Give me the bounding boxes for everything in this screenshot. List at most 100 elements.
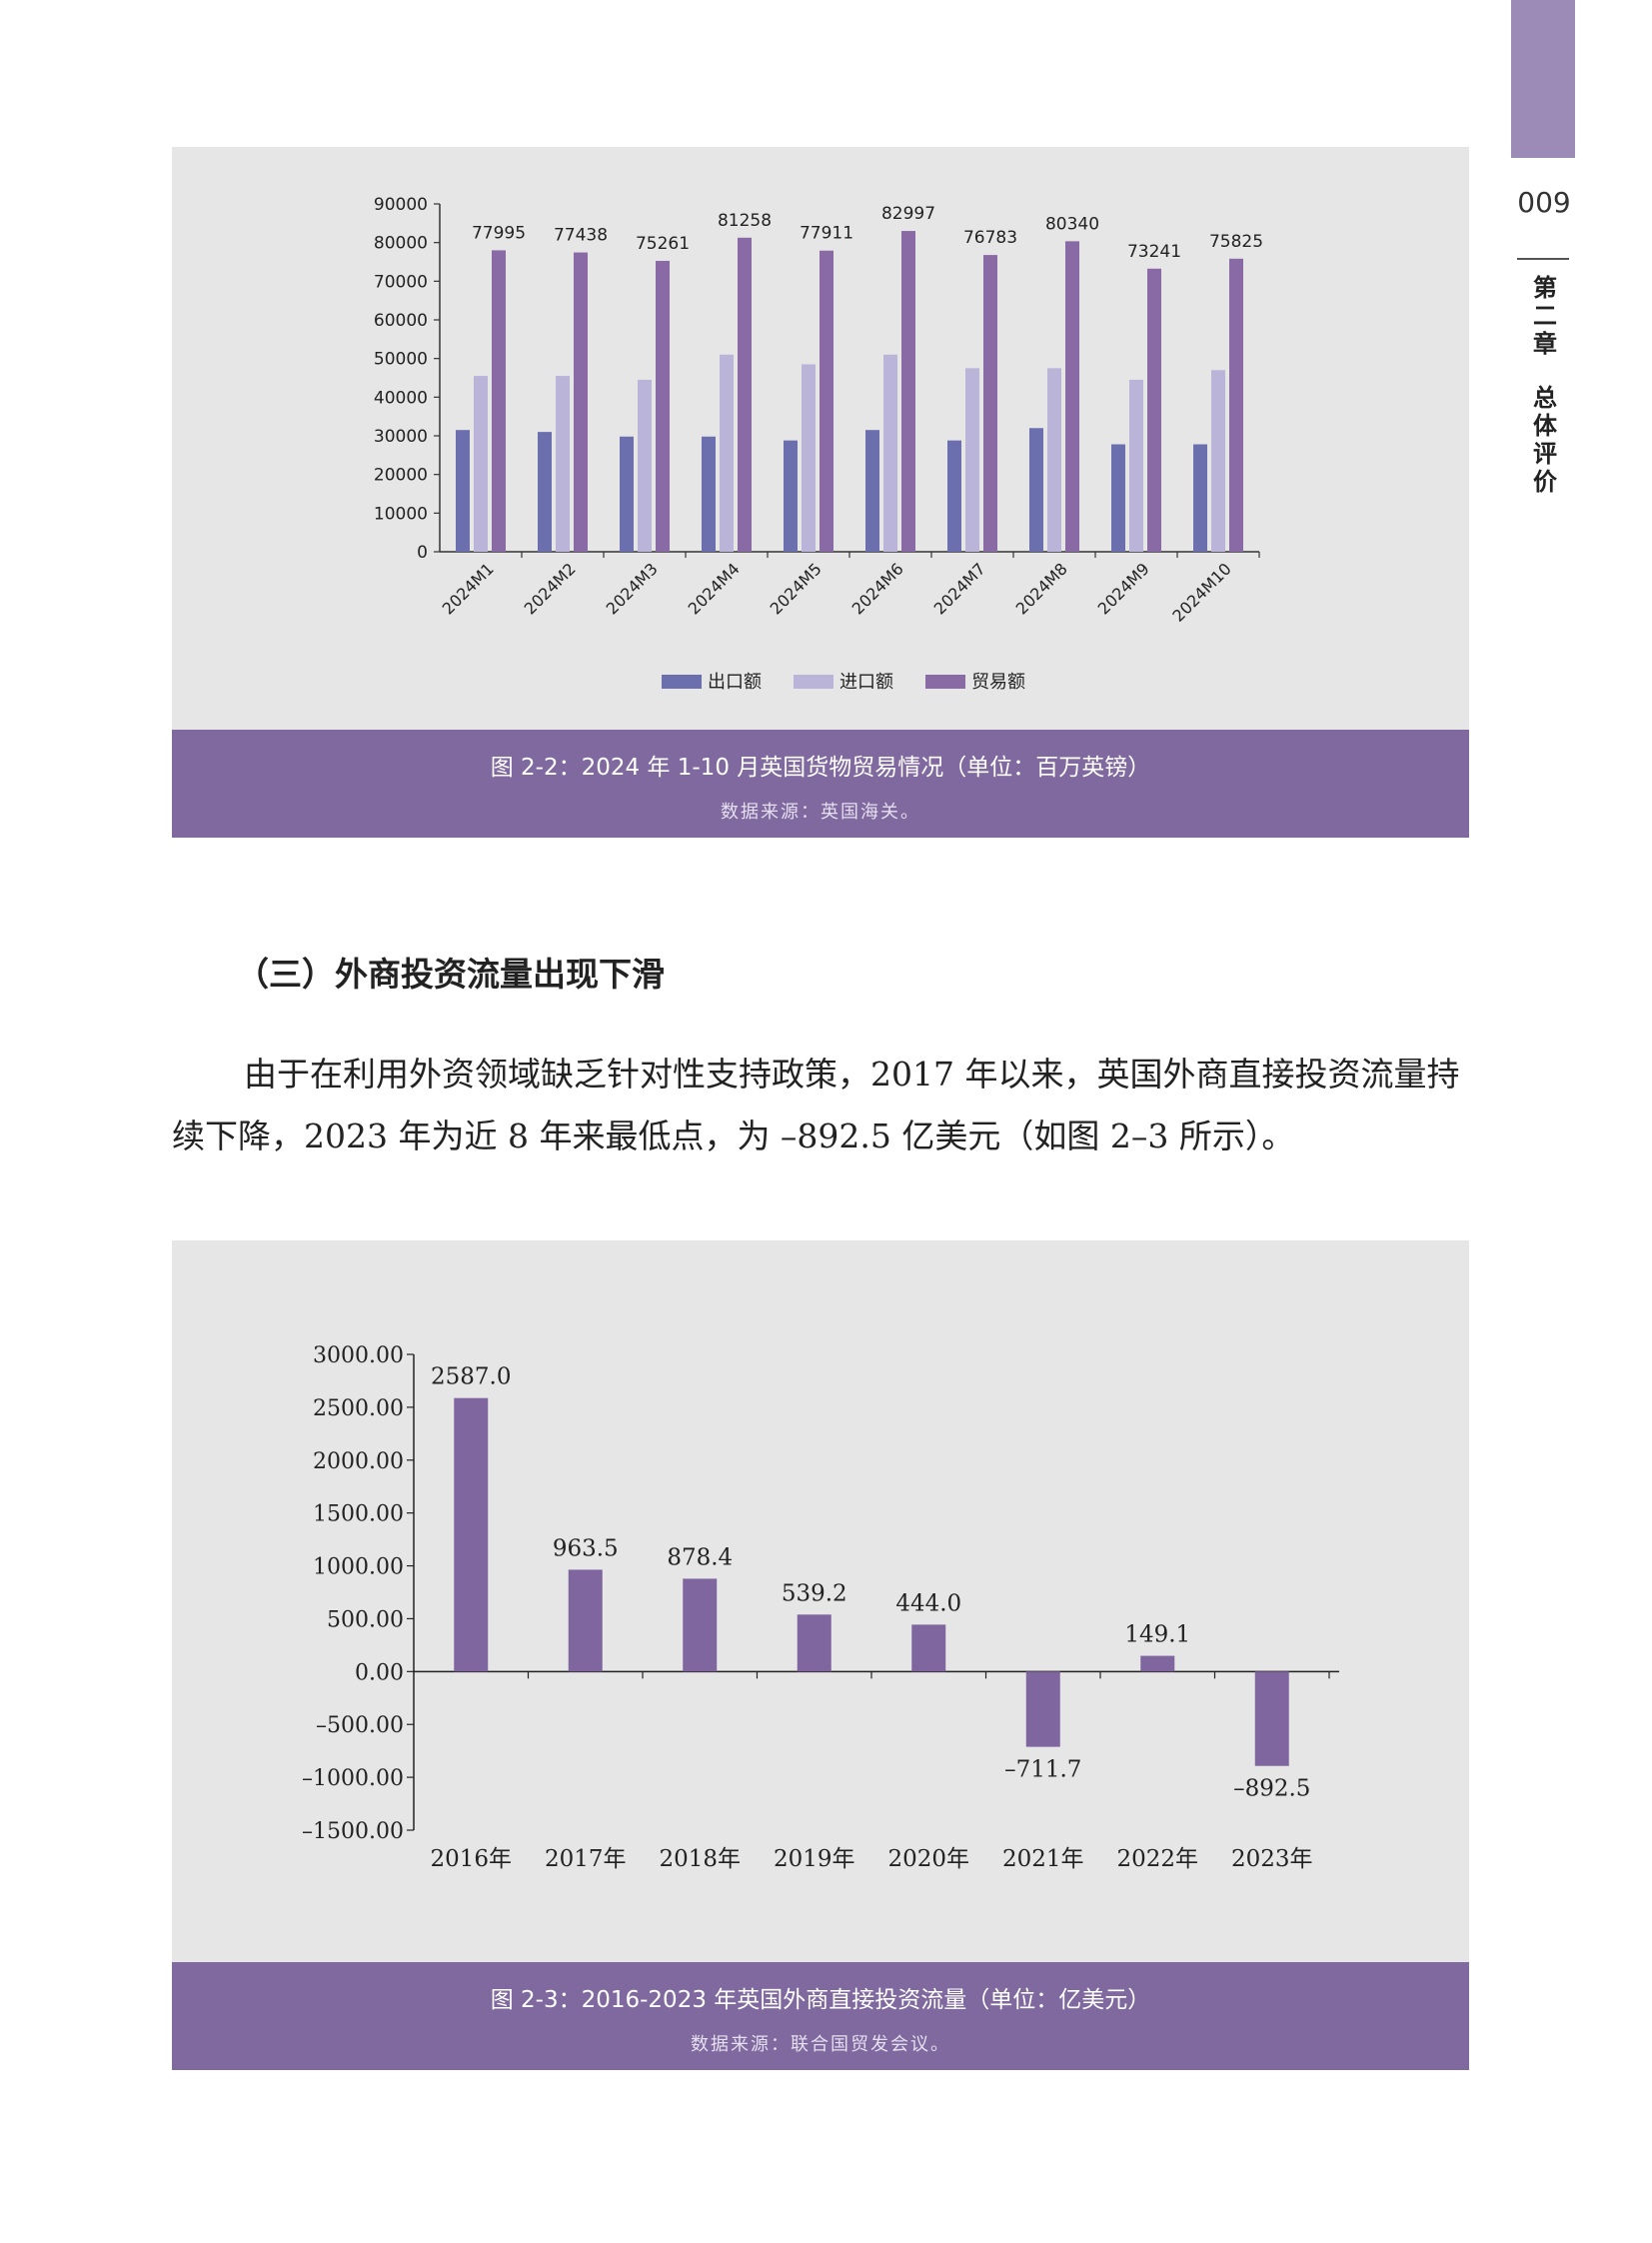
bar-出口额 (620, 436, 634, 552)
section-char: 评 (1533, 440, 1557, 468)
legend-label: 出口额 (708, 672, 762, 693)
x-tick-label: 2024M7 (930, 559, 989, 618)
bar-出口额 (538, 432, 552, 552)
data-label: 75261 (636, 234, 690, 254)
legend-swatch (662, 675, 702, 689)
x-tick-label: 2019年 (774, 1846, 855, 1872)
chapter-char: 章 (1533, 330, 1557, 358)
body-paragraph: 由于在利用外资领域缺乏针对性支持政策，2017 年以来，英国外商直接投资流量持续… (172, 1044, 1471, 1167)
data-label: 81258 (718, 211, 772, 231)
data-label: –711.7 (1004, 1757, 1081, 1783)
bar (911, 1624, 946, 1672)
y-tick-label: 90000 (374, 195, 428, 215)
y-tick-label: 3000.00 (313, 1343, 404, 1368)
figure-2-2-panel: 90000 80000 70000 60000 50000 40000 30000 20000… (172, 147, 1469, 730)
bar-进口额 (883, 354, 897, 552)
data-label: 80340 (1045, 214, 1099, 234)
figure-caption: 图 2-3：2016-2023 年英国外商直接投资流量（单位：亿美元） (490, 1987, 1151, 2013)
bar (454, 1397, 489, 1672)
x-tick-label: 2016年 (430, 1846, 512, 1872)
data-label: 444.0 (895, 1590, 961, 1616)
bar-贸易额 (574, 252, 588, 552)
section-char: 体 (1533, 412, 1557, 440)
figure-2-2-caption-bar: 图 2-2：2024 年 1-10 月英国货物贸易情况（单位：百万英镑） 数据来… (172, 730, 1469, 838)
y-tick-label: 0.00 (355, 1660, 404, 1685)
bar-出口额 (702, 436, 716, 552)
data-label: 82997 (881, 204, 935, 224)
legend-swatch (794, 675, 833, 689)
figure-source: 数据来源：英国海关。 (721, 802, 920, 823)
fdi-bar-chart: 3000.00 2500.00 2000.00 1500.00 1000.00 500.0… (302, 1343, 1339, 1872)
y-tick-label: 500.00 (327, 1607, 404, 1632)
bar-出口额 (1029, 428, 1043, 552)
bar (797, 1614, 831, 1672)
figure-source: 数据来源：联合国贸发会议。 (691, 2034, 950, 2055)
bar-进口额 (1047, 368, 1061, 552)
x-tick-label: 2024M1 (439, 559, 498, 618)
bar-贸易额 (656, 260, 670, 552)
bar-出口额 (865, 430, 879, 552)
x-tick-label: 2024M8 (1012, 559, 1071, 618)
trade-bar-chart: 90000 80000 70000 60000 50000 40000 30000 20000… (374, 195, 1263, 693)
y-tick-label: 0 (417, 543, 428, 563)
section-heading: （三）外商投资流量出现下滑 (236, 955, 665, 994)
bar-进口额 (1129, 379, 1143, 552)
x-tick-label: 2024M6 (848, 559, 907, 618)
bar-出口额 (456, 430, 470, 552)
bar-贸易额 (983, 255, 997, 552)
x-tick-label: 2022年 (1116, 1846, 1198, 1872)
y-tick-label: 1500.00 (313, 1502, 404, 1527)
data-label: 77995 (472, 223, 526, 243)
legend-label: 贸易额 (971, 672, 1025, 693)
bar-贸易额 (1065, 241, 1079, 552)
paragraph-text: 由于在利用外资领域缺乏针对性支持政策，2017 年以来，英国外商直接投资流量持续… (172, 1055, 1460, 1155)
bar-贸易额 (738, 237, 752, 552)
y-tick-label: 40000 (374, 388, 428, 408)
y-tick-label: 20000 (374, 466, 428, 486)
page-number: 009 (1517, 186, 1571, 219)
y-tick-label: 60000 (374, 311, 428, 331)
data-label: 539.2 (782, 1580, 847, 1606)
x-tick-label: 2023年 (1231, 1846, 1313, 1872)
bar-进口额 (638, 379, 652, 552)
section-char: 总 (1533, 384, 1557, 412)
bar-贸易额 (1147, 268, 1161, 552)
x-tick-label: 2024M5 (767, 559, 826, 618)
bar-出口额 (1111, 444, 1125, 552)
bar (1025, 1671, 1060, 1747)
data-label: 76783 (963, 228, 1017, 248)
bar (568, 1569, 603, 1672)
x-tick-label: 2021年 (1002, 1846, 1084, 1872)
x-tick-label: 2024M4 (685, 559, 744, 618)
side-divider (1517, 258, 1569, 260)
x-tick-label: 2024M10 (1168, 559, 1234, 625)
y-tick-label: 70000 (374, 272, 428, 292)
figure-caption: 图 2-2：2024 年 1-10 月英国货物贸易情况（单位：百万英镑） (490, 755, 1151, 781)
y-tick-label: 50000 (374, 350, 428, 370)
bar-出口额 (784, 440, 798, 552)
bar-贸易额 (492, 250, 506, 552)
bar-出口额 (1193, 444, 1207, 552)
data-label: 878.4 (667, 1544, 733, 1570)
section-char: 价 (1533, 468, 1557, 496)
data-label: 77438 (554, 226, 608, 246)
data-label: –892.5 (1233, 1776, 1310, 1802)
data-label: 75825 (1209, 232, 1263, 252)
bar-进口额 (474, 376, 488, 552)
chapter-char: 二 (1533, 302, 1557, 330)
y-tick-label: –500.00 (316, 1713, 404, 1738)
x-tick-label: 2018年 (659, 1846, 741, 1872)
bar-出口额 (947, 440, 961, 552)
bar (683, 1578, 718, 1672)
y-tick-label: 2500.00 (313, 1396, 404, 1421)
y-tick-label: 2000.00 (313, 1449, 404, 1474)
data-label: 149.1 (1124, 1622, 1190, 1648)
legend-swatch (925, 675, 965, 689)
bar-进口额 (1211, 370, 1225, 552)
bar-贸易额 (820, 250, 833, 552)
bar-贸易额 (1229, 258, 1243, 552)
x-tick-label: 2024M2 (521, 559, 580, 618)
figure-2-3-panel: 3000.00 2500.00 2000.00 1500.00 1000.00 500.0… (172, 1240, 1469, 1962)
bar-进口额 (556, 376, 570, 552)
data-label: 77911 (800, 224, 853, 244)
